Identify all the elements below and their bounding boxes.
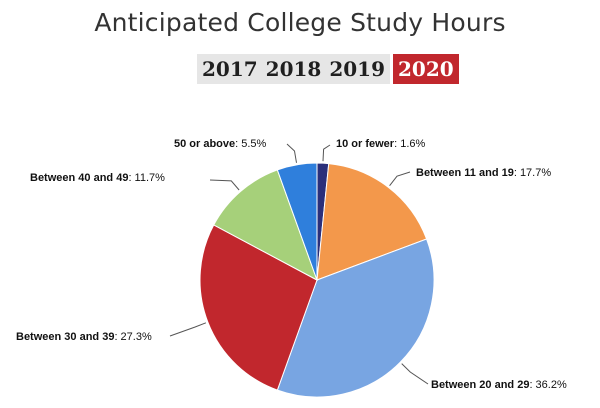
slice-value-3: : 36.2%: [529, 379, 567, 391]
slice-category-4: Between 30 and 39: [16, 331, 114, 343]
leader-line-1: [322, 144, 331, 162]
pie-slice-6[interactable]: [276, 162, 318, 281]
year-tab-2017[interactable]: 2017: [202, 57, 258, 81]
year-tab-2019[interactable]: 2019: [329, 57, 386, 81]
leader-line-3: [401, 363, 429, 385]
year-tabs-inactive-group: 2017 2018 2019: [197, 54, 391, 84]
slice-category-5: Between 40 and 49: [30, 172, 128, 184]
pie-slice-5[interactable]: [213, 169, 318, 282]
leader-lines: [169, 143, 429, 385]
year-selector: 2017 2018 2019 2020: [197, 54, 459, 84]
leader-line-5: [209, 179, 240, 191]
slice-category-6: 50 or above: [174, 138, 235, 150]
pie-slice-3[interactable]: [276, 238, 435, 398]
slice-label-2: Between 11 and 19: 17.7%: [416, 167, 551, 179]
leader-line-4: [169, 322, 207, 337]
year-tab-2018[interactable]: 2018: [265, 57, 322, 81]
slice-category-1: 10 or fewer: [336, 138, 395, 150]
leader-line-2: [389, 171, 411, 187]
pie-slice-4[interactable]: [199, 224, 318, 391]
slice-label-6: 50 or above: 5.5%: [174, 138, 267, 150]
slice-labels: 10 or fewer: 1.6% Between 11 and 19: 17.7…: [16, 138, 567, 391]
slice-label-4: Between 30 and 39: 27.3%: [16, 331, 152, 343]
slice-value-1: : 1.6%: [394, 138, 425, 150]
slice-value-2: : 17.7%: [514, 167, 552, 179]
year-tab-2020[interactable]: 2020: [393, 54, 459, 84]
slice-label-5: Between 40 and 49: 11.7%: [30, 172, 165, 184]
pie-slice-2[interactable]: [316, 163, 428, 281]
slice-category-2: Between 11 and 19: [416, 167, 514, 179]
slice-label-1: 10 or fewer: 1.6%: [336, 138, 425, 150]
leader-line-6: [286, 143, 297, 163]
pie-slices: [199, 162, 435, 398]
slice-value-5: : 11.7%: [128, 172, 165, 184]
slice-category-3: Between 20 and 29: [431, 379, 529, 391]
slice-value-4: : 27.3%: [114, 331, 152, 343]
chart-title: Anticipated College Study Hours: [94, 8, 506, 37]
slice-value-6: : 5.5%: [235, 138, 266, 150]
slice-label-3: Between 20 and 29: 36.2%: [431, 379, 567, 391]
